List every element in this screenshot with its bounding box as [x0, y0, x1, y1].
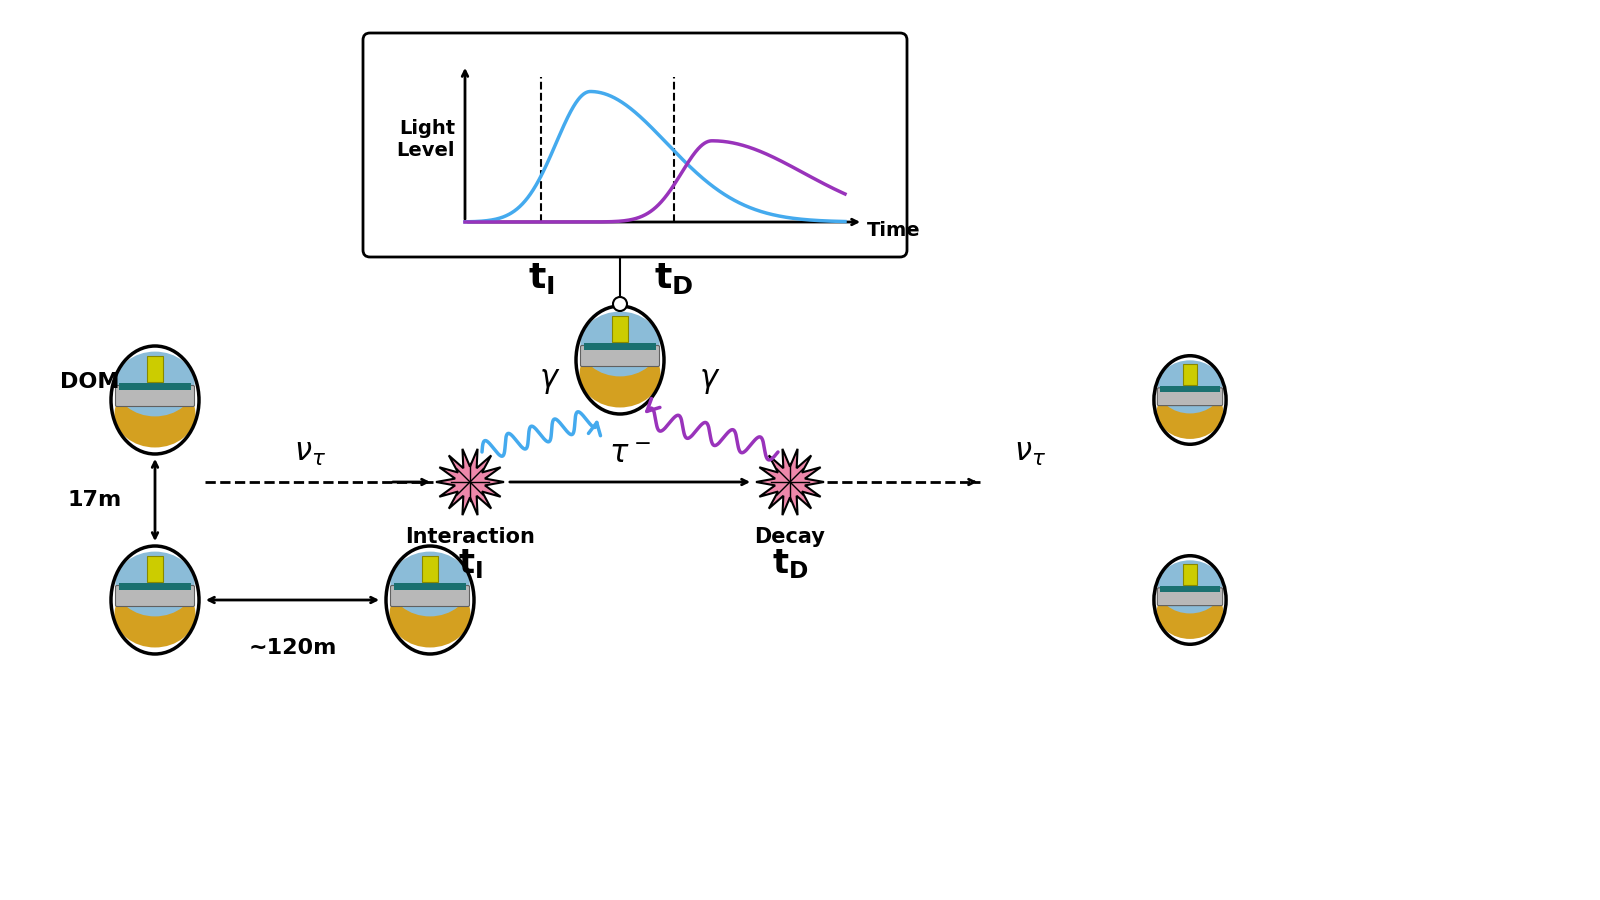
Text: $\mathbf{t_I}$: $\mathbf{t_I}$: [458, 547, 482, 580]
Text: $\mathbf{t_D}$: $\mathbf{t_D}$: [771, 547, 808, 580]
Ellipse shape: [1157, 561, 1222, 614]
FancyBboxPatch shape: [1157, 588, 1222, 606]
Text: $\gamma$: $\gamma$: [699, 367, 720, 397]
FancyBboxPatch shape: [581, 346, 659, 366]
Bar: [394, 583, 466, 590]
FancyBboxPatch shape: [390, 586, 469, 607]
Ellipse shape: [581, 311, 659, 376]
Text: Interaction: Interaction: [405, 527, 534, 547]
Bar: [1184, 564, 1197, 585]
Bar: [147, 556, 163, 582]
Bar: [611, 316, 627, 342]
Polygon shape: [435, 449, 504, 515]
Text: $\mathbf{t_D}$: $\mathbf{t_D}$: [654, 260, 694, 295]
Bar: [118, 583, 190, 590]
FancyBboxPatch shape: [1157, 388, 1222, 406]
Bar: [1160, 586, 1219, 592]
Text: Time: Time: [867, 220, 920, 239]
Text: Light
Level: Light Level: [397, 119, 454, 160]
Text: $\mathbf{t_I}$: $\mathbf{t_I}$: [528, 260, 554, 295]
Text: $\tau^-$: $\tau^-$: [610, 439, 651, 469]
FancyBboxPatch shape: [115, 586, 195, 607]
Text: DOM: DOM: [61, 372, 120, 392]
Text: 17m: 17m: [67, 490, 122, 510]
Polygon shape: [757, 449, 824, 515]
Ellipse shape: [115, 352, 195, 417]
Ellipse shape: [115, 580, 195, 647]
Ellipse shape: [390, 552, 470, 617]
Circle shape: [613, 297, 627, 311]
Text: Decay: Decay: [755, 527, 826, 547]
Ellipse shape: [1157, 384, 1222, 439]
Text: ~120m: ~120m: [248, 638, 336, 658]
Text: $\gamma$: $\gamma$: [539, 367, 560, 397]
Ellipse shape: [1157, 360, 1222, 413]
Ellipse shape: [115, 381, 195, 447]
Bar: [1184, 364, 1197, 385]
Ellipse shape: [579, 340, 661, 408]
Text: $\nu_\tau$: $\nu_\tau$: [294, 439, 326, 469]
Ellipse shape: [389, 580, 470, 647]
FancyBboxPatch shape: [363, 33, 907, 257]
Bar: [1160, 386, 1219, 391]
Bar: [118, 383, 190, 390]
Bar: [422, 556, 438, 582]
Text: $\nu_\tau$: $\nu_\tau$: [1014, 439, 1046, 469]
Bar: [147, 356, 163, 382]
Bar: [584, 343, 656, 350]
FancyBboxPatch shape: [115, 385, 195, 407]
Ellipse shape: [1157, 584, 1222, 639]
Ellipse shape: [115, 552, 195, 617]
